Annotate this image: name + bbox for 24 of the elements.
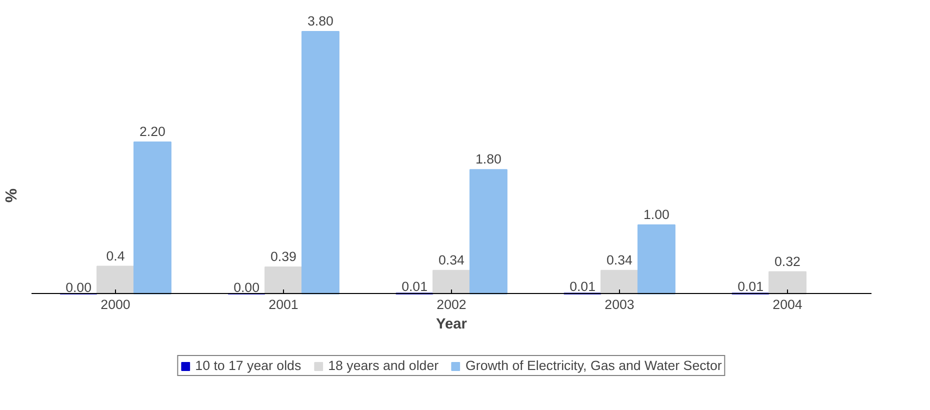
y-axis-title: %: [4, 188, 20, 203]
data-label: 0.01: [738, 279, 764, 294]
data-label: 0.00: [66, 280, 92, 295]
data-label: 3.80: [307, 13, 334, 28]
x-tick-label: 2004: [772, 296, 803, 312]
x-tick-label: 2001: [268, 296, 298, 312]
data-label: 0.39: [270, 248, 296, 264]
legend-label: 10 to 17 year olds: [195, 358, 302, 373]
data-label: 1.80: [475, 152, 502, 167]
data-label: 2.20: [139, 124, 166, 139]
data-label: 0.34: [606, 252, 634, 268]
data-label: 0.32: [774, 254, 800, 269]
data-label: 0.4: [106, 248, 126, 264]
legend-label: Growth of Electricity, Gas and Water Sector: [466, 358, 722, 373]
legend-label: 18 years and older: [328, 358, 439, 373]
x-axis-title: Year: [436, 316, 468, 332]
x-tick-label: 2003: [604, 296, 634, 312]
data-label: 1.00: [643, 206, 670, 222]
data-label: 0.00: [234, 280, 260, 295]
x-tick-label: 2000: [100, 296, 130, 312]
data-label: 0.01: [570, 279, 596, 294]
data-label: 0.01: [402, 279, 428, 294]
x-tick-label: 2002: [436, 296, 466, 312]
data-label: 0.34: [438, 252, 466, 268]
